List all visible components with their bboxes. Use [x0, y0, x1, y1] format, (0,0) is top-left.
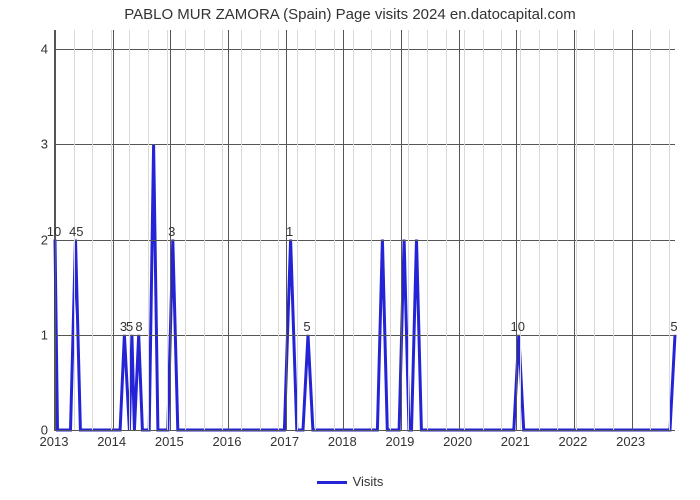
x-tick-label: 2021 [501, 434, 530, 449]
peak-annotation: 1 [286, 224, 293, 239]
gridline-v-minor [353, 30, 354, 430]
gridline-v-minor [297, 30, 298, 430]
x-tick-label: 2017 [270, 434, 299, 449]
gridline-v-minor [92, 30, 93, 430]
gridline-v-minor [613, 30, 614, 430]
peak-annotation: 5 [303, 319, 310, 334]
legend: Visits [0, 474, 700, 489]
gridline-v-major [516, 30, 517, 430]
peak-annotation: 10 [511, 319, 525, 334]
plot-area [54, 30, 675, 431]
peak-annotation: 10 [47, 224, 61, 239]
gridline-h [55, 430, 675, 431]
peak-annotation: 3 [168, 224, 175, 239]
gridline-v-minor [390, 30, 391, 430]
gridline-v-minor [222, 30, 223, 430]
gridline-v-minor [594, 30, 595, 430]
chart-title: PABLO MUR ZAMORA (Spain) Page visits 202… [0, 6, 700, 23]
peak-annotation: 5 [126, 319, 133, 334]
gridline-v-minor [315, 30, 316, 430]
gridline-v-major [113, 30, 114, 430]
x-tick-label: 2018 [328, 434, 357, 449]
gridline-v-minor [483, 30, 484, 430]
legend-swatch [317, 481, 347, 484]
gridline-v-major [228, 30, 229, 430]
gridline-v-minor [260, 30, 261, 430]
gridline-v-minor [650, 30, 651, 430]
gridline-v-major [343, 30, 344, 430]
peak-annotation: 8 [135, 319, 142, 334]
x-tick-label: 2013 [40, 434, 69, 449]
gridline-v-minor [557, 30, 558, 430]
x-tick-label: 2022 [558, 434, 587, 449]
gridline-v-minor [334, 30, 335, 430]
gridline-v-minor [520, 30, 521, 430]
y-tick-label: 3 [8, 137, 48, 152]
gridline-v-minor [111, 30, 112, 430]
gridline-v-minor [539, 30, 540, 430]
peak-annotation: 5 [670, 319, 677, 334]
x-tick-label: 2019 [385, 434, 414, 449]
x-tick-label: 2023 [616, 434, 645, 449]
legend-label: Visits [353, 474, 384, 489]
gridline-v-major [574, 30, 575, 430]
x-tick-label: 2020 [443, 434, 472, 449]
peak-annotation: 45 [69, 224, 83, 239]
gridline-v-minor [427, 30, 428, 430]
y-tick-label: 1 [8, 328, 48, 343]
y-tick-label: 2 [8, 233, 48, 248]
gridline-v-minor [371, 30, 372, 430]
gridline-v-minor [464, 30, 465, 430]
x-tick-label: 2016 [213, 434, 242, 449]
gridline-v-minor [129, 30, 130, 430]
gridline-v-minor [185, 30, 186, 430]
gridline-v-minor [669, 30, 670, 430]
y-tick-label: 4 [8, 42, 48, 57]
x-tick-label: 2014 [97, 434, 126, 449]
gridline-v-minor [204, 30, 205, 430]
gridline-v-major [459, 30, 460, 430]
gridline-v-minor [408, 30, 409, 430]
gridline-v-minor [148, 30, 149, 430]
gridline-v-major [401, 30, 402, 430]
x-tick-label: 2015 [155, 434, 184, 449]
gridline-v-minor [446, 30, 447, 430]
gridline-v-minor [241, 30, 242, 430]
gridline-v-minor [576, 30, 577, 430]
gridline-v-minor [278, 30, 279, 430]
gridline-v-major [632, 30, 633, 430]
chart-container: PABLO MUR ZAMORA (Spain) Page visits 202… [0, 0, 700, 500]
gridline-v-minor [501, 30, 502, 430]
